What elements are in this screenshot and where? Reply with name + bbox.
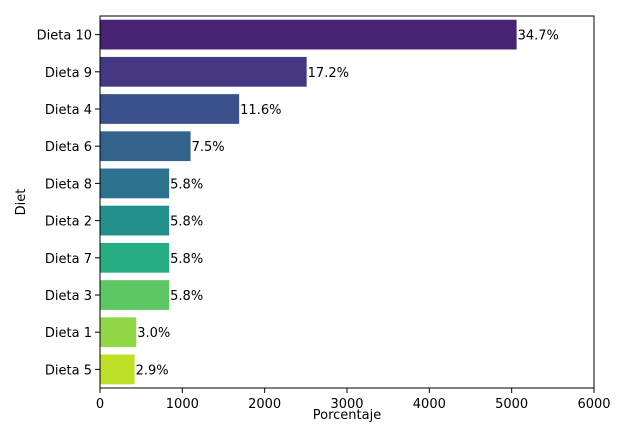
x-tick-label: 0 [96, 397, 104, 412]
x-tick-label: 6000 [577, 397, 610, 412]
bar-dieta-1 [100, 317, 137, 348]
data-label: 7.5% [192, 140, 225, 155]
y-tick-label: Dieta 8 [45, 177, 92, 192]
bar-dieta-5 [100, 354, 135, 385]
data-label: 5.8% [170, 177, 203, 192]
bars-group [100, 19, 517, 385]
y-tick-label: Dieta 7 [45, 252, 92, 267]
y-tick-label: Dieta 10 [37, 29, 92, 44]
bar-dieta-3 [100, 280, 170, 310]
data-label: 11.6% [240, 103, 281, 118]
data-label: 17.2% [308, 66, 349, 81]
data-label: 2.9% [136, 363, 169, 378]
bar-dieta-7 [100, 242, 170, 273]
y-tick-label: Dieta 9 [45, 66, 92, 81]
y-tick-label: Dieta 6 [45, 140, 92, 155]
data-label: 5.8% [170, 252, 203, 267]
data-labels-group: 34.7% 17.2% 11.6% 7.5% 5.8% 5.8% 5.8% 5.8% 3.0% 2… [136, 29, 559, 379]
x-tick-label: 1000 [166, 397, 199, 412]
x-tick-label: 5000 [495, 397, 528, 412]
y-tick-label: Dieta 3 [45, 289, 92, 304]
bar-dieta-8 [100, 168, 170, 199]
y-tick-label: Dieta 2 [45, 215, 92, 230]
data-label: 3.0% [137, 326, 170, 341]
bar-dieta-4 [100, 94, 240, 124]
y-tick-label: Dieta 4 [45, 103, 92, 118]
x-tick-label: 3000 [330, 397, 363, 412]
data-label: 5.8% [170, 289, 203, 304]
bar-dieta-2 [100, 205, 170, 236]
x-tick-label: 4000 [413, 397, 446, 412]
plot-frame [99, 15, 595, 389]
y-axis-title: Diet [14, 189, 29, 216]
data-label: 34.7% [518, 29, 559, 44]
x-tick-label: 2000 [248, 397, 281, 412]
x-axis-title: Porcentaje [313, 408, 381, 423]
y-axis-ticks: Dieta 10 Dieta 9 Dieta 4 Dieta 6 Dieta 8 Diet… [37, 29, 100, 378]
data-label: 5.8% [170, 215, 203, 230]
bar-dieta-6 [100, 131, 191, 162]
bar-dieta-9 [100, 56, 307, 87]
y-tick-label: Dieta 5 [45, 363, 92, 378]
bar-dieta-10 [100, 19, 517, 50]
x-axis-ticks: 0 1000 2000 3000 4000 5000 6000 [96, 388, 611, 412]
y-tick-label: Dieta 1 [45, 326, 92, 341]
